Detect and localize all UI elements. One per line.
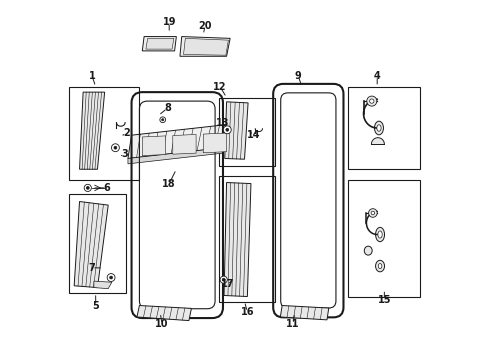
- Bar: [348, 180, 419, 297]
- Ellipse shape: [375, 227, 384, 242]
- Circle shape: [114, 146, 117, 149]
- Text: 5: 5: [92, 301, 99, 311]
- Text: 8: 8: [163, 103, 170, 113]
- Polygon shape: [80, 92, 104, 169]
- Polygon shape: [183, 39, 228, 55]
- Text: 14: 14: [246, 130, 260, 140]
- Text: 2: 2: [122, 128, 129, 138]
- Ellipse shape: [375, 260, 384, 272]
- Bar: [69, 87, 139, 180]
- Polygon shape: [128, 125, 228, 158]
- Text: 17: 17: [220, 279, 234, 289]
- Text: 11: 11: [285, 319, 299, 329]
- Ellipse shape: [378, 264, 381, 269]
- Text: 12: 12: [213, 82, 226, 92]
- Circle shape: [223, 126, 231, 134]
- Circle shape: [162, 119, 163, 121]
- Bar: [348, 87, 419, 169]
- Text: 19: 19: [162, 17, 176, 27]
- Polygon shape: [142, 37, 176, 51]
- Circle shape: [225, 129, 228, 131]
- Bar: [219, 176, 274, 302]
- Polygon shape: [280, 306, 328, 320]
- Polygon shape: [145, 39, 174, 49]
- Polygon shape: [137, 306, 191, 320]
- Polygon shape: [128, 148, 223, 164]
- Polygon shape: [172, 134, 196, 154]
- Polygon shape: [142, 136, 165, 156]
- Text: 10: 10: [155, 319, 168, 329]
- Text: 16: 16: [240, 307, 254, 317]
- Text: 4: 4: [373, 71, 380, 81]
- Ellipse shape: [374, 121, 383, 135]
- Text: 18: 18: [162, 179, 176, 189]
- Text: 20: 20: [198, 21, 211, 31]
- Circle shape: [107, 274, 115, 282]
- Circle shape: [109, 276, 112, 279]
- Polygon shape: [224, 102, 247, 159]
- Circle shape: [111, 144, 119, 152]
- Polygon shape: [180, 37, 230, 56]
- Text: 13: 13: [215, 118, 228, 128]
- Circle shape: [160, 117, 165, 123]
- Text: 15: 15: [377, 295, 390, 305]
- Polygon shape: [203, 133, 226, 153]
- Polygon shape: [224, 183, 250, 297]
- Circle shape: [369, 99, 373, 103]
- Polygon shape: [74, 202, 108, 288]
- Bar: [219, 98, 274, 166]
- Text: 9: 9: [294, 71, 301, 81]
- Ellipse shape: [377, 231, 382, 238]
- Text: 1: 1: [88, 71, 95, 81]
- Text: 6: 6: [103, 183, 110, 193]
- Circle shape: [366, 96, 376, 106]
- Text: 3: 3: [121, 149, 127, 159]
- Ellipse shape: [364, 246, 371, 255]
- Circle shape: [368, 209, 376, 217]
- Polygon shape: [94, 281, 112, 289]
- Text: 7: 7: [88, 263, 95, 273]
- Ellipse shape: [376, 125, 380, 131]
- Circle shape: [370, 211, 374, 215]
- Circle shape: [84, 184, 91, 192]
- Circle shape: [220, 276, 227, 283]
- Circle shape: [86, 186, 89, 189]
- Circle shape: [222, 278, 224, 281]
- Bar: [69, 194, 126, 293]
